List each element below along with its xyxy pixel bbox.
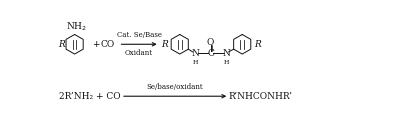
Text: R: R [254, 40, 261, 49]
Text: N: N [222, 49, 230, 58]
Text: CO: CO [101, 40, 115, 49]
Text: Cat. Se/Base: Cat. Se/Base [117, 31, 162, 39]
Text: Se/base/oxidant: Se/base/oxidant [147, 83, 203, 91]
Text: R’NHCONHR’: R’NHCONHR’ [228, 92, 292, 101]
Text: 2R’NH₂ + CO: 2R’NH₂ + CO [59, 92, 121, 101]
Text: +: + [92, 40, 99, 49]
Text: R: R [162, 40, 168, 49]
Text: NH$_2$: NH$_2$ [65, 20, 87, 33]
Text: N: N [191, 49, 199, 58]
Text: Oxidant: Oxidant [125, 49, 153, 57]
Text: H: H [223, 60, 229, 65]
Text: R: R [58, 40, 65, 49]
Text: H: H [193, 60, 198, 65]
Text: O: O [207, 38, 214, 47]
Text: C: C [207, 49, 214, 58]
